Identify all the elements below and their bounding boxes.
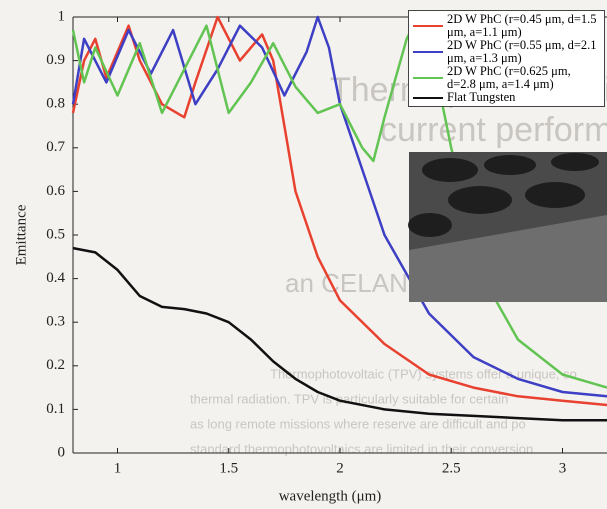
background-text: current performanc xyxy=(380,111,607,149)
x-tick-label: 1 xyxy=(114,460,122,476)
y-tick-label: 0.4 xyxy=(46,270,65,286)
x-tick-label: 2 xyxy=(336,460,344,476)
x-tick-label: 1.5 xyxy=(219,460,238,476)
photo-face xyxy=(409,215,607,302)
background-text: Thermophotovoltaic (TPV) systems offer a… xyxy=(270,366,577,381)
y-tick-label: 0.3 xyxy=(46,314,65,330)
legend-swatch xyxy=(413,96,443,99)
y-tick-label: 0.2 xyxy=(46,357,65,373)
inset-photo xyxy=(408,152,607,302)
photo-hole xyxy=(422,158,478,182)
y-tick-label: 0.6 xyxy=(46,183,65,199)
series-line xyxy=(71,15,607,398)
legend-label: 2D W PhC (r=0.55 μm, d=2.1 μm, a=1.3 μm) xyxy=(447,38,597,65)
legend-label: Flat Tungsten xyxy=(447,90,516,104)
legend-entry: 2D W PhC (r=0.45 μm, d=1.5 μm, a=1.1 μm) xyxy=(409,13,602,39)
y-tick-label: 1 xyxy=(58,8,66,24)
y-tick-label: 0.8 xyxy=(46,96,65,112)
legend-entry: 2D W PhC (r=0.55 μm, d=2.1 μm, a=1.3 μm) xyxy=(409,39,602,65)
photo-hole xyxy=(448,186,512,214)
photo-hole xyxy=(525,182,585,208)
y-tick-label: 0.5 xyxy=(46,226,65,242)
photo-hole xyxy=(408,213,452,237)
y-tick-label: 0.9 xyxy=(46,52,65,68)
x-tick-label: 2.5 xyxy=(442,460,461,476)
x-tick-label: 3 xyxy=(559,460,567,476)
background-text: standard thermophotovoltaics are limited… xyxy=(190,441,533,456)
legend-entry: 2D W PhC (r=0.625 μm, d=2.8 μm, a=1.4 μm… xyxy=(409,65,602,91)
legend-label: 2D W PhC (r=0.625 μm, d=2.8 μm, a=1.4 μm… xyxy=(447,64,571,91)
y-tick-label: 0 xyxy=(58,444,66,460)
background-text: as long remote missions where reserve ar… xyxy=(190,416,526,431)
y-tick-label: 0.1 xyxy=(46,401,65,417)
legend-label: 2D W PhC (r=0.45 μm, d=1.5 μm, a=1.1 μm) xyxy=(447,12,597,39)
legend-swatch xyxy=(413,77,443,79)
x-axis-label: wavelength (μm) xyxy=(279,488,382,504)
photo-hole xyxy=(551,153,599,171)
y-axis-label: Emittance xyxy=(13,204,29,265)
series-line xyxy=(71,15,607,407)
y-tick-label: 0.7 xyxy=(46,139,65,155)
legend-swatch xyxy=(413,25,443,27)
legend-entry: Flat Tungsten xyxy=(409,91,602,104)
series-line xyxy=(72,246,607,422)
photo-hole xyxy=(484,155,536,175)
legend: 2D W PhC (r=0.45 μm, d=1.5 μm, a=1.1 μm)… xyxy=(408,10,605,107)
legend-swatch xyxy=(413,51,443,53)
background-text: thermal radiation. TPV is particularly s… xyxy=(190,391,508,406)
